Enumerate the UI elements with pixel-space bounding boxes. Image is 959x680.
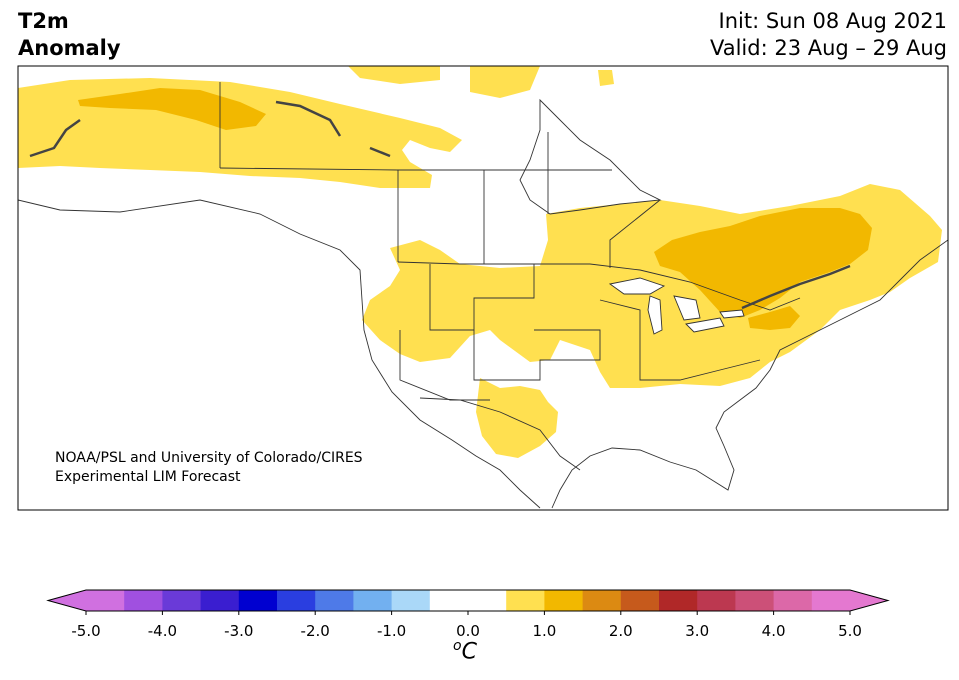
credit-line-2: Experimental LIM Forecast bbox=[55, 469, 241, 485]
colorbar-tick-label: 3.0 bbox=[685, 622, 709, 640]
colorbar-swatch bbox=[238, 590, 278, 611]
border-quebec bbox=[609, 199, 661, 268]
unit-letter: C bbox=[461, 639, 477, 665]
anomaly-medium-regions bbox=[78, 88, 872, 330]
colorbar-swatches bbox=[46, 589, 890, 612]
colorbar-swatch bbox=[773, 590, 813, 611]
colorbar-swatch bbox=[735, 590, 775, 611]
colorbar-tick-label: -1.0 bbox=[377, 622, 406, 640]
colorbar-ticks: -5.0 -4.0 -3.0 -2.0 -1.0 0.0 1.0 2.0 3.0 4.0 5.0 bbox=[71, 611, 862, 640]
lake-ontario bbox=[719, 309, 745, 319]
colorbar-tick-label: -5.0 bbox=[71, 622, 100, 640]
map-outlines bbox=[18, 82, 948, 509]
colorbar-tick-label: 0.0 bbox=[456, 622, 480, 640]
major-rivers bbox=[29, 100, 851, 310]
colorbar-unit: oC bbox=[453, 638, 477, 664]
colorbar-swatch bbox=[468, 590, 507, 611]
colorbar-extend-min bbox=[48, 590, 86, 611]
colorbar-swatch bbox=[620, 590, 660, 611]
great-lakes bbox=[608, 277, 745, 335]
colorbar-tick-label: 2.0 bbox=[609, 622, 633, 640]
colorbar-swatch bbox=[162, 590, 202, 611]
colorbar-tick-label: -2.0 bbox=[301, 622, 330, 640]
colorbar-swatch bbox=[86, 590, 125, 611]
colorbar-swatch bbox=[429, 590, 469, 611]
forecast-dates: Init: Sun 08 Aug 2021 Valid: 23 Aug – 29… bbox=[710, 8, 947, 62]
colorbar-tick-label: 1.0 bbox=[532, 622, 556, 640]
init-date: Init: Sun 08 Aug 2021 bbox=[718, 9, 947, 33]
degree-symbol: o bbox=[453, 638, 462, 654]
colorbar-swatch bbox=[200, 590, 240, 611]
coastline-east bbox=[551, 239, 948, 509]
slave-lake bbox=[369, 146, 391, 158]
yukon-river bbox=[29, 118, 81, 158]
anomaly-region-arctic-north bbox=[348, 66, 440, 84]
colorbar-swatch bbox=[506, 590, 545, 611]
colorbar-swatch bbox=[697, 590, 736, 611]
state-lines-2 bbox=[473, 329, 601, 381]
colorbar-swatch bbox=[353, 590, 393, 611]
border-us-canada bbox=[397, 261, 801, 311]
state-lines-1 bbox=[429, 264, 535, 331]
colorbar-swatch bbox=[659, 590, 698, 611]
anomaly-region-alaska-yukon bbox=[78, 88, 266, 130]
colorbar-tick-label: 5.0 bbox=[838, 622, 862, 640]
valid-range: Valid: 23 Aug – 29 Aug bbox=[709, 36, 947, 60]
colorbar-tick-label: 4.0 bbox=[762, 622, 786, 640]
coastline-hudson-bay bbox=[519, 98, 662, 215]
colorbar-swatch bbox=[124, 590, 163, 611]
state-lines-3 bbox=[599, 299, 761, 381]
anomaly-region-quebec bbox=[654, 208, 872, 318]
lake-huron bbox=[673, 295, 701, 321]
credit-line-1: NOAA/PSL and University of Colorado/CIRE… bbox=[55, 450, 363, 466]
anomaly-region-new-england bbox=[748, 306, 800, 330]
border-canada-arctic bbox=[219, 167, 612, 171]
field-label: Anomaly bbox=[18, 36, 121, 60]
lake-superior bbox=[608, 277, 666, 295]
variable-label: T2m bbox=[18, 9, 69, 33]
colorbar-tick-label: -4.0 bbox=[148, 622, 177, 640]
colorbar-swatch bbox=[277, 590, 316, 611]
map-frame bbox=[17, 65, 949, 511]
anomaly-region-arctic-east bbox=[470, 66, 540, 98]
colorbar-swatch bbox=[582, 590, 622, 611]
colorbar-extend-max bbox=[850, 590, 888, 611]
lake-erie bbox=[685, 317, 725, 333]
mackenzie-river bbox=[275, 100, 342, 137]
coastline-west bbox=[18, 199, 541, 509]
colorbar-swatch bbox=[315, 590, 354, 611]
colorbar-swatch bbox=[391, 590, 431, 611]
credit-text: NOAA/PSL and University of Colorado/CIRE… bbox=[55, 449, 363, 487]
state-lines-4 bbox=[399, 330, 490, 401]
colorbar-swatch bbox=[544, 590, 584, 611]
colorbar-tick-label: -3.0 bbox=[224, 622, 253, 640]
lake-michigan bbox=[647, 295, 663, 335]
anomaly-region-southwest bbox=[476, 378, 558, 458]
st-lawrence-river bbox=[741, 264, 851, 310]
colorbar-swatch bbox=[811, 590, 851, 611]
anomaly-region-arctic-small bbox=[598, 70, 614, 86]
map-title: T2m Anomaly bbox=[18, 8, 121, 62]
